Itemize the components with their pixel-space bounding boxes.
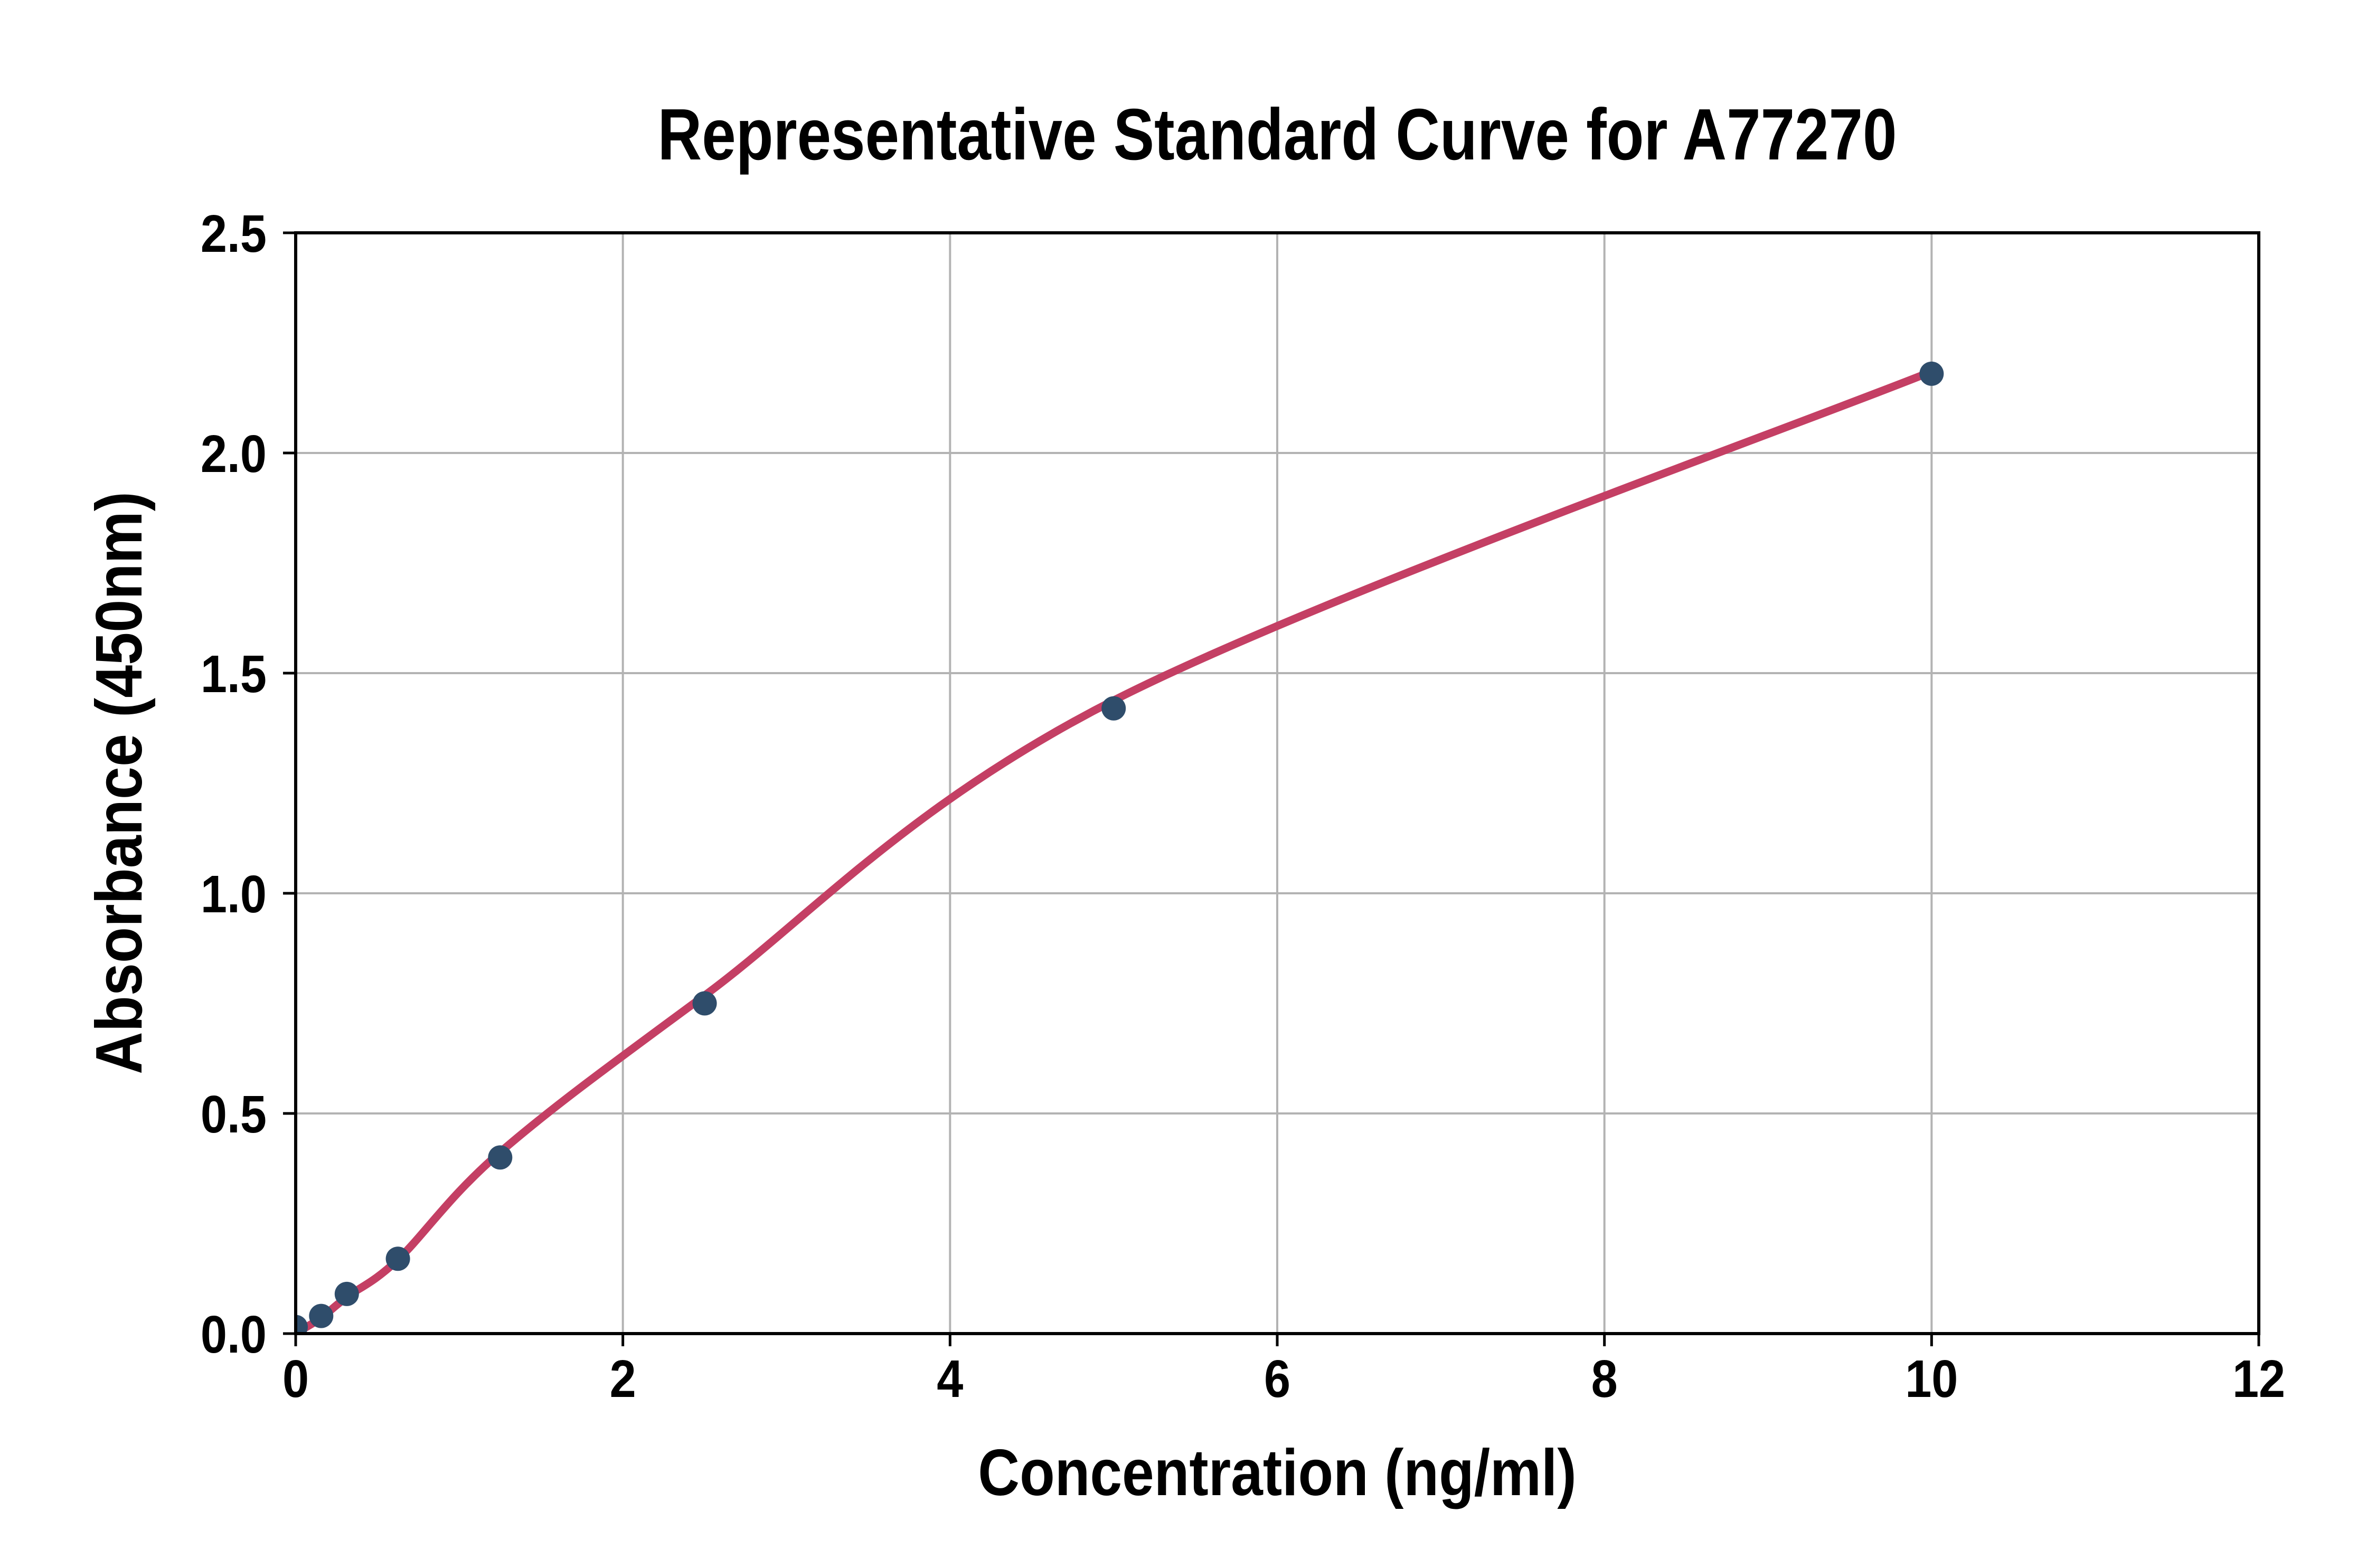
x-tick-label: 6 xyxy=(1264,1350,1290,1409)
data-point xyxy=(1919,361,1944,386)
data-point xyxy=(309,1303,334,1328)
data-point xyxy=(488,1145,513,1170)
grid-layer xyxy=(296,232,2260,1334)
data-point xyxy=(385,1246,410,1271)
x-tick-label: 10 xyxy=(1905,1350,1958,1409)
axes-layer xyxy=(283,231,2260,1346)
x-tick-label: 2 xyxy=(610,1350,636,1409)
y-tick-label: 1.0 xyxy=(201,865,267,924)
x-tick-label: 4 xyxy=(937,1350,963,1409)
y-tick-label: 0.0 xyxy=(201,1306,267,1364)
x-tick-label: 0 xyxy=(282,1350,309,1409)
y-axis-label: Absorbance (450nm) xyxy=(82,492,156,1074)
fit-curve xyxy=(296,367,1936,1334)
y-tick-label: 2.5 xyxy=(201,205,267,263)
x-axis-label: Concentration (ng/ml) xyxy=(978,1435,1576,1509)
y-tick-label: 1.5 xyxy=(201,645,267,704)
data-point xyxy=(296,1315,308,1334)
y-tick-label: 2.0 xyxy=(201,425,267,484)
data-point xyxy=(692,991,717,1016)
x-tick-label: 8 xyxy=(1591,1350,1618,1409)
x-tick-label: 12 xyxy=(2232,1350,2285,1409)
data-layer xyxy=(296,361,1944,1334)
y-tick-label: 0.5 xyxy=(201,1085,267,1144)
tick-label-layer: 0 2 4 6 8 10 12 0.0 0.5 1.0 1.5 2.0 2.5 xyxy=(201,205,2285,1409)
data-point xyxy=(334,1281,359,1306)
chart-title: Representative Standard Curve for A77270 xyxy=(658,95,1897,176)
data-point xyxy=(1101,696,1126,721)
